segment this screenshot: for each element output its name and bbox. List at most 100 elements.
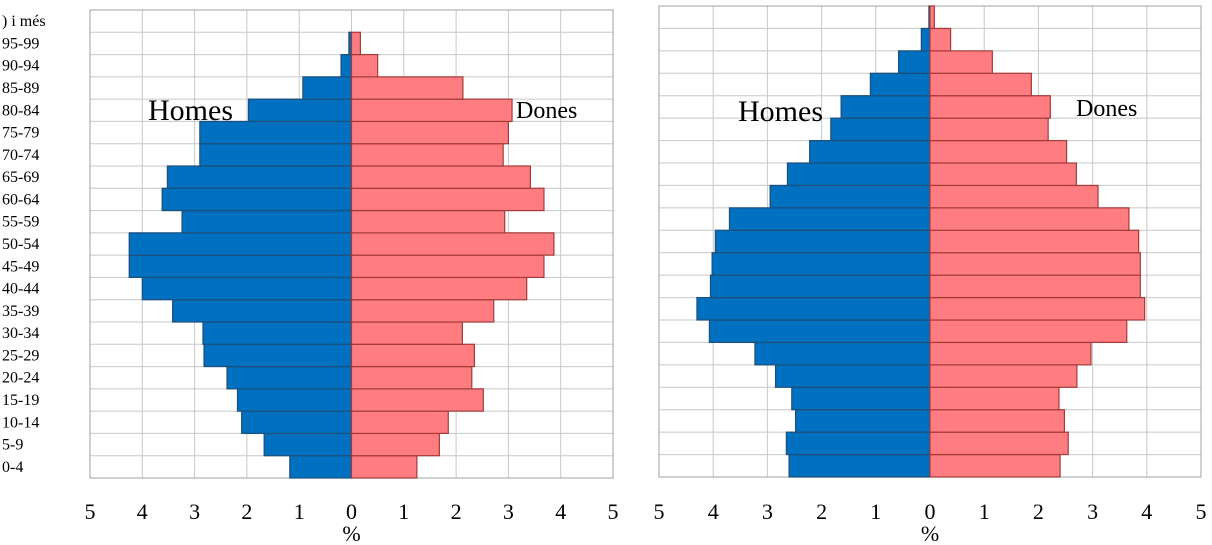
bar-homes — [340, 53, 353, 78]
x-axis-label: % — [921, 521, 939, 545]
x-tick-label: 2 — [816, 499, 827, 524]
category-tick-label: 35-39 — [2, 303, 39, 320]
x-tick-label: 3 — [762, 499, 773, 524]
x-tick-label: 1 — [398, 499, 409, 524]
bar-dones — [350, 343, 476, 368]
category-tick-label: 25-29 — [2, 347, 39, 364]
bar-dones — [929, 50, 993, 74]
bar-dones — [350, 98, 513, 123]
x-tick-label: 4 — [1141, 499, 1152, 524]
x-tick-label: 3 — [1087, 499, 1098, 524]
category-tick-label: 70-74 — [2, 147, 39, 164]
bar-dones — [350, 410, 449, 435]
bar-dones — [350, 276, 528, 301]
x-tick-label: 0 — [346, 499, 357, 524]
category-tick-label: 80-84 — [2, 102, 39, 119]
x-tick-label: 2 — [241, 499, 252, 524]
bar-homes — [754, 341, 931, 366]
bar-homes — [794, 409, 931, 433]
bar-dones — [929, 95, 1051, 119]
x-tick-label: 5 — [608, 499, 619, 524]
bar-homes — [897, 50, 931, 74]
bar-homes — [166, 165, 353, 189]
bar-dones — [929, 319, 1128, 344]
category-tick-label: 60-64 — [2, 191, 39, 208]
bar-homes — [728, 207, 931, 231]
bar-homes — [128, 254, 353, 279]
bar-homes — [840, 95, 931, 119]
bar-homes — [236, 388, 353, 412]
bar-dones — [929, 117, 1049, 142]
bar-dones — [350, 53, 379, 78]
category-tick-label: 5-9 — [2, 437, 23, 454]
bar-homes — [181, 209, 353, 234]
bar-homes — [172, 299, 353, 323]
bar-dones — [929, 162, 1077, 187]
bar-homes — [769, 184, 931, 209]
bar-dones — [350, 254, 545, 279]
bar-dones — [929, 184, 1099, 209]
bar-dones — [350, 388, 484, 412]
category-tick-label: 15-19 — [2, 392, 39, 409]
bar-homes — [263, 432, 353, 457]
bar-dones — [929, 207, 1130, 231]
x-tick-label: 1 — [294, 499, 305, 524]
category-tick-label: 65-69 — [2, 169, 39, 186]
bar-dones — [350, 365, 473, 390]
bar-dones — [350, 143, 504, 167]
x-tick-label: 1 — [870, 499, 881, 524]
bar-homes — [774, 364, 931, 388]
bar-dones — [929, 27, 952, 52]
bar-homes — [709, 274, 931, 299]
bar-homes — [791, 386, 931, 411]
x-tick-label: 3 — [189, 499, 200, 524]
bar-homes — [830, 117, 931, 142]
bar-homes — [785, 431, 931, 456]
bar-homes — [714, 229, 931, 254]
category-tick-label: 20-24 — [2, 370, 39, 387]
bar-dones — [350, 209, 506, 234]
bar-dones — [929, 72, 1032, 97]
x-tick-label: 3 — [503, 499, 514, 524]
series-label-dones: Dones — [516, 98, 577, 124]
bar-homes — [920, 27, 931, 52]
series-label-homes: Homes — [148, 94, 233, 127]
bar-dones — [929, 364, 1078, 388]
bar-homes — [289, 455, 353, 479]
bar-dones — [929, 296, 1146, 321]
bar-dones — [929, 386, 1060, 411]
bar-dones — [350, 432, 440, 457]
bar-dones — [929, 453, 1061, 478]
bar-dones — [929, 341, 1092, 366]
bar-dones — [929, 274, 1141, 299]
category-tick-label: 10-14 — [2, 414, 39, 431]
bar-homes — [203, 343, 353, 368]
bar-dones — [929, 5, 935, 30]
category-tick-label: 75-79 — [2, 125, 39, 142]
bar-homes — [809, 139, 931, 164]
category-tick-label: 30-34 — [2, 325, 39, 342]
category-tick-label: 85-89 — [2, 80, 39, 97]
bar-homes — [141, 276, 353, 301]
x-tick-label: 0 — [925, 499, 936, 524]
x-tick-label: 4 — [137, 499, 148, 524]
bar-homes — [241, 410, 353, 435]
bar-dones — [350, 76, 464, 100]
bar-homes — [711, 252, 931, 276]
bar-homes — [161, 187, 353, 212]
series-label-dones: Dones — [1076, 96, 1137, 122]
x-tick-label: 4 — [555, 499, 566, 524]
bar-homes — [696, 296, 931, 321]
bar-homes — [247, 98, 353, 123]
bar-dones — [350, 187, 545, 212]
bar-dones — [350, 120, 509, 145]
bar-dones — [350, 165, 531, 189]
bar-dones — [350, 455, 418, 479]
category-tick-label: 50-54 — [2, 236, 39, 253]
category-tick-label: ) i més — [2, 13, 46, 30]
bar-dones — [350, 31, 361, 56]
bar-homes — [199, 143, 353, 167]
bar-dones — [350, 232, 555, 256]
bar-dones — [929, 229, 1140, 254]
